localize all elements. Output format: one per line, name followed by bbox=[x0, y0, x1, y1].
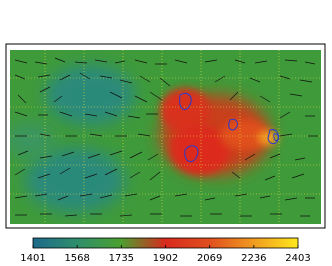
high-region bbox=[170, 125, 230, 175]
low-region bbox=[10, 122, 55, 158]
colorbar-tick-label: 2236 bbox=[241, 253, 266, 264]
map-field bbox=[10, 50, 321, 224]
colorbar-tick-label: 2403 bbox=[285, 253, 310, 264]
low-region bbox=[25, 148, 125, 212]
graticule bbox=[10, 50, 321, 224]
colorbar-tick-label: 1735 bbox=[109, 253, 134, 264]
colorbar-tick-label: 1401 bbox=[20, 253, 45, 264]
colorbar-ticks: 1401 1568 1735 1902 2069 2236 2403 bbox=[20, 245, 311, 264]
contours bbox=[179, 92, 279, 163]
colorbar-tick-label: 1568 bbox=[64, 253, 89, 264]
wind-vectors bbox=[14, 57, 318, 217]
low-region bbox=[45, 65, 135, 125]
high-region bbox=[220, 120, 270, 150]
colorbar-tick-label: 2069 bbox=[197, 253, 222, 264]
colorbar-tick-label: 1902 bbox=[153, 253, 178, 264]
